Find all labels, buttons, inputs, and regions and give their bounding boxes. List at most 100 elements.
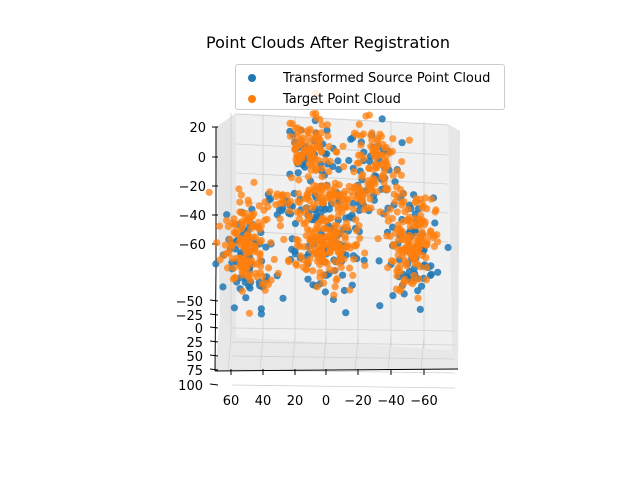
target-point <box>294 190 303 198</box>
grid-line-floor-depth <box>291 336 296 372</box>
target-point <box>378 151 386 159</box>
target-point <box>279 196 287 204</box>
source-point <box>376 302 384 310</box>
target-point <box>286 197 295 205</box>
target-point <box>261 216 269 224</box>
target-point <box>318 121 326 129</box>
target-point <box>414 246 422 254</box>
source-point <box>219 283 227 291</box>
target-point <box>290 139 299 147</box>
target-point <box>398 158 406 166</box>
target-point <box>414 294 422 302</box>
target-point <box>353 159 361 167</box>
target-point <box>425 231 433 239</box>
target-point <box>266 188 274 196</box>
target-point <box>319 279 328 287</box>
target-point <box>292 260 300 268</box>
target-point <box>340 163 348 171</box>
target-point <box>250 178 258 186</box>
target-point <box>365 164 373 172</box>
y-tick-label: 75 <box>186 364 203 379</box>
source-point <box>304 275 312 283</box>
target-point <box>350 255 358 263</box>
source-point <box>223 211 231 219</box>
target-point <box>403 233 411 241</box>
target-point <box>316 193 324 201</box>
target-point <box>276 222 284 230</box>
target-point <box>350 168 358 176</box>
source-point <box>321 288 329 296</box>
target-point <box>230 228 238 236</box>
source-point <box>340 286 348 295</box>
target-point <box>311 248 319 256</box>
source-point <box>416 305 424 313</box>
target-point <box>336 229 344 237</box>
target-point <box>295 153 303 161</box>
target-point <box>235 185 243 193</box>
source-point <box>405 267 413 275</box>
target-point <box>401 208 409 216</box>
source-point <box>262 243 270 251</box>
x-axis-line <box>214 368 459 372</box>
target-point <box>383 185 392 193</box>
source-point <box>398 139 406 147</box>
target-point <box>384 264 392 272</box>
target-point <box>330 291 338 299</box>
target-point <box>323 217 331 225</box>
target-point <box>422 276 430 284</box>
source-point <box>325 205 333 213</box>
target-point <box>320 250 328 258</box>
target-point <box>321 156 329 164</box>
source-point <box>246 284 254 292</box>
chart-title: Point Clouds After Registration <box>206 33 450 52</box>
target-point <box>231 221 239 229</box>
target-point <box>305 196 313 204</box>
target-point <box>272 201 280 209</box>
target-point <box>255 202 263 210</box>
target-point <box>257 262 265 270</box>
legend-marker-source <box>248 74 256 82</box>
target-point <box>362 112 370 120</box>
source-point <box>275 206 284 214</box>
z-tick-label: −20 <box>179 180 206 195</box>
target-point <box>433 231 441 239</box>
target-point <box>256 256 264 264</box>
target-point <box>323 121 332 129</box>
target-point <box>205 188 213 196</box>
target-point <box>297 126 305 134</box>
source-point <box>378 115 386 123</box>
y-tick <box>209 383 219 386</box>
target-point <box>373 188 381 196</box>
target-point <box>251 243 259 251</box>
target-point <box>304 173 312 181</box>
target-point <box>367 204 375 212</box>
grid-line-floor-depth <box>259 336 264 372</box>
target-point <box>306 227 314 235</box>
y-tick <box>209 368 219 371</box>
target-point <box>324 132 332 140</box>
target-point <box>355 151 363 159</box>
target-point <box>286 132 294 140</box>
target-point <box>225 249 233 257</box>
z-tick-label: 20 <box>189 121 206 136</box>
target-point <box>238 287 246 295</box>
z-tick-label: −40 <box>179 209 206 224</box>
target-point <box>352 131 361 139</box>
source-point <box>339 271 347 279</box>
grid-line-floor <box>231 327 456 332</box>
source-point <box>230 304 238 312</box>
target-point <box>313 221 321 229</box>
source-point <box>257 305 265 313</box>
target-point <box>224 264 232 272</box>
target-point <box>343 195 351 203</box>
legend-entry-source: Transformed Source Point Cloud <box>248 68 490 88</box>
target-point <box>257 237 265 245</box>
y-tick <box>209 340 219 343</box>
target-point <box>349 271 357 279</box>
target-point <box>350 205 358 213</box>
target-point <box>400 279 408 287</box>
target-point <box>325 168 333 176</box>
source-point <box>414 287 422 295</box>
target-point <box>427 195 435 203</box>
grid-line-floor-depth <box>354 336 359 372</box>
